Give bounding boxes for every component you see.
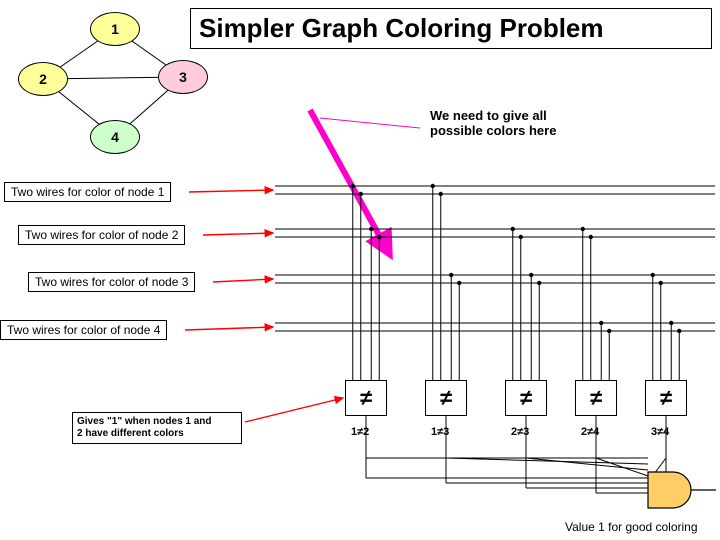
annotation-text: We need to give all possible colors here [430, 108, 556, 138]
footer-label: Value 1 for good coloring [565, 520, 698, 534]
wire-label-3: Two wires for color of node 3 [28, 272, 195, 292]
graph-node-3: 3 [158, 60, 208, 94]
comparator-1-3: ≠ [425, 380, 467, 416]
comparator-label-3: 2≠3 [511, 426, 529, 438]
comparator-2-3: ≠ [505, 380, 547, 416]
title-text: Simpler Graph Coloring Problem [199, 13, 604, 43]
comparator-label-5: 3≠4 [651, 426, 669, 438]
comparator-label-2: 1≠3 [431, 426, 449, 438]
comparator-label-4: 2≠4 [581, 426, 599, 438]
comparator-3-4: ≠ [645, 380, 687, 416]
gives-one-box: Gives "1" when nodes 1 and 2 have differ… [72, 412, 242, 444]
gives-one-line1: Gives "1" when nodes 1 and [77, 416, 212, 427]
graph-node-4: 4 [90, 120, 140, 154]
graph-node-1: 1 [90, 12, 140, 46]
page-title: Simpler Graph Coloring Problem [190, 8, 712, 49]
wire-label-4: Two wires for color of node 4 [0, 320, 167, 340]
footer-text: Value 1 for good coloring [565, 520, 698, 534]
wire-label-2: Two wires for color of node 2 [18, 225, 185, 245]
gives-one-line2: 2 have different colors [77, 428, 184, 439]
graph-node-2: 2 [18, 62, 68, 96]
wire-label-1: Two wires for color of node 1 [4, 182, 171, 202]
comparator-2-4: ≠ [575, 380, 617, 416]
comparator-label-1: 1≠2 [351, 426, 369, 438]
comparator-1-2: ≠ [345, 380, 387, 416]
annotation-line1: We need to give all [430, 108, 547, 123]
diagram-svg [0, 0, 720, 540]
annotation-line2: possible colors here [430, 123, 556, 138]
